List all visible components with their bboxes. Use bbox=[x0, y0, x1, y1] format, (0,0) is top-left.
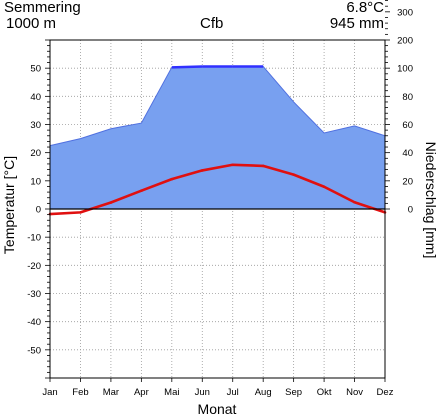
y-tick-label-right: 80 bbox=[402, 92, 413, 103]
precipitation-area bbox=[49, 65, 386, 209]
y-tick-label-left: 30 bbox=[30, 120, 41, 131]
y-tick-label-right: 100 bbox=[397, 64, 413, 75]
y-tick-label-left: 10 bbox=[30, 176, 41, 187]
x-tick-label: Jun bbox=[195, 387, 210, 398]
temperature-point bbox=[200, 169, 204, 172]
temperature-point bbox=[231, 163, 235, 167]
elevation: 1000 m bbox=[6, 15, 57, 32]
precipitation-above-100-line bbox=[171, 65, 203, 69]
x-axis-label: Monat bbox=[198, 401, 237, 417]
x-tick-label: Feb bbox=[72, 387, 88, 398]
temperature-point bbox=[79, 211, 82, 214]
x-tick-label: Aug bbox=[255, 387, 272, 398]
x-tick-label: Jul bbox=[227, 387, 239, 398]
y-tick-label-left: 40 bbox=[30, 92, 41, 103]
y-axis-label-left: Temperatur [°C] bbox=[1, 156, 17, 254]
y-tick-label-right: 300 bbox=[397, 7, 413, 18]
temperature-point bbox=[109, 201, 113, 204]
temperature-point bbox=[170, 177, 174, 181]
y-tick-label-right: 0 bbox=[408, 205, 413, 216]
y-tick-label-right: 40 bbox=[402, 148, 413, 159]
y-tick-label-left: 20 bbox=[30, 148, 41, 159]
y-tick-label-right: 20 bbox=[402, 176, 413, 187]
annual-precipitation: 945 mm bbox=[329, 15, 384, 32]
climate-class: Cfb bbox=[200, 15, 224, 32]
mean-temperature: 6.8°C bbox=[346, 0, 384, 16]
x-tick-label: Dez bbox=[377, 387, 394, 398]
y-tick-label-left: -40 bbox=[27, 317, 41, 328]
x-tick-label: Sep bbox=[285, 387, 302, 398]
temperature-point bbox=[353, 200, 356, 204]
x-tick-label: Jan bbox=[42, 387, 57, 398]
temperature-point bbox=[261, 164, 265, 168]
y-tick-label-right: 200 bbox=[397, 36, 413, 47]
temperature-point bbox=[292, 173, 295, 176]
y-tick-label-left: -20 bbox=[27, 261, 41, 272]
y-tick-label-left: -30 bbox=[27, 289, 41, 300]
y-tick-label-left: 0 bbox=[36, 205, 41, 216]
temperature-line bbox=[48, 163, 387, 216]
temperature-point bbox=[322, 185, 326, 189]
x-tick-label: Mai bbox=[164, 387, 179, 398]
precipitation-fill bbox=[50, 66, 385, 209]
y-axis-label-right: Niederschlag [mm] bbox=[423, 142, 439, 259]
x-tick-label: Mar bbox=[103, 387, 119, 398]
temperature-point bbox=[140, 189, 143, 192]
y-tick-label-left: 50 bbox=[30, 64, 41, 75]
y-tick-label-right: 60 bbox=[402, 120, 413, 131]
y-tick-label-left: -10 bbox=[27, 233, 41, 244]
axes: -50 -40 -30 -20 -10 0 10 20 30 40 50 0 20 40 60 80 100 20… bbox=[27, 0, 413, 398]
station-name: Semmering bbox=[4, 0, 81, 16]
temperature-series-line bbox=[49, 163, 386, 216]
x-tick-label: Apr bbox=[134, 387, 149, 398]
y-tick-label-left: -50 bbox=[27, 345, 41, 356]
x-tick-label: Nov bbox=[346, 387, 363, 398]
x-tick-label: Okt bbox=[317, 387, 332, 398]
